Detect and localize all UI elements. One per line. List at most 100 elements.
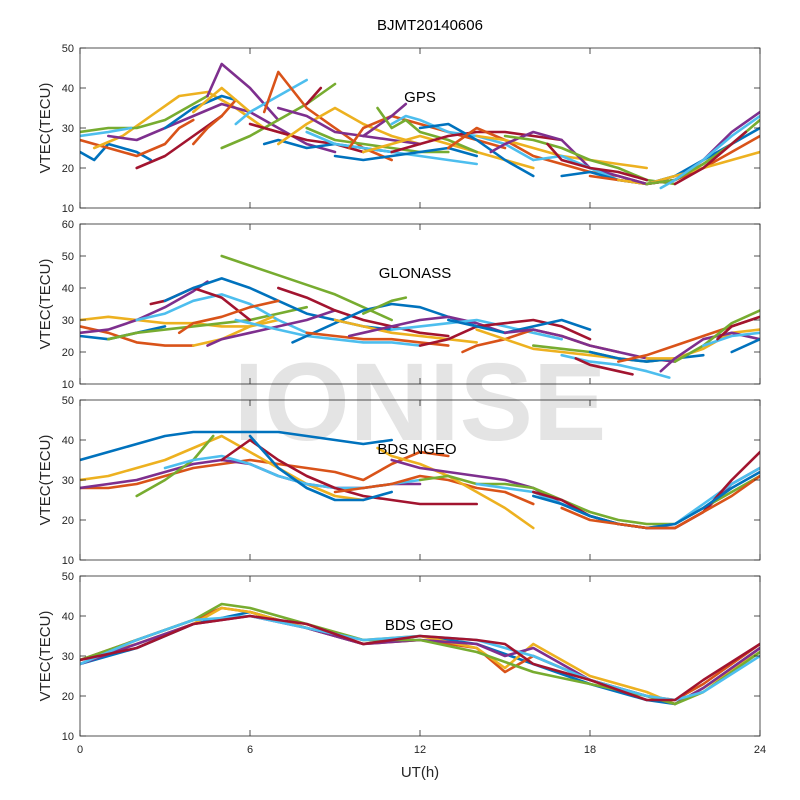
series-line-0-24	[361, 102, 408, 138]
series-line-0-25	[376, 106, 479, 154]
series-line-0-41	[673, 130, 748, 186]
y-tick-label-1-5: 60	[62, 219, 74, 231]
series-line-3-6	[80, 614, 760, 702]
y-tick-label-0-0: 10	[62, 203, 74, 215]
y-tick-label-0-1: 20	[62, 163, 74, 175]
y-tick-label-3-0: 10	[62, 731, 74, 743]
series-line-1-33	[701, 331, 760, 347]
series-line-1-6	[149, 286, 252, 322]
series-line-0-7	[163, 94, 238, 130]
series-line-0-0	[80, 142, 153, 162]
series-line-1-13	[276, 286, 450, 338]
series-line-0-9	[192, 86, 252, 114]
x-tick-label-0: 0	[77, 744, 83, 756]
x-axis-label: UT(h)	[401, 764, 439, 781]
y-tick-label-0-2: 30	[62, 123, 74, 135]
panel-name-3: BDS GEO	[385, 617, 453, 634]
y-axis-label-1: VTEC(TECU)	[37, 259, 54, 350]
y-tick-label-1-2: 30	[62, 315, 74, 327]
x-tick-label-4: 24	[754, 744, 766, 756]
series-line-1-8	[177, 299, 280, 335]
y-tick-label-2-4: 50	[62, 395, 74, 407]
series-line-1-32	[673, 309, 760, 363]
series-line-0-5	[80, 126, 133, 138]
series-line-0-6	[135, 114, 223, 170]
panel-3-series	[80, 602, 760, 706]
y-tick-label-1-0: 10	[62, 379, 74, 391]
series-line-1-20	[418, 318, 592, 347]
series-line-1-18	[361, 296, 408, 315]
panel-2-series	[80, 430, 760, 530]
panel-0: 10 20 30 40 50 VTEC(TECU) GPS	[37, 43, 761, 215]
series-line-1-23	[475, 328, 620, 360]
panel-0-series	[80, 62, 760, 190]
panel-2: 10 20 30 40 50 VTEC(TECU) BDS NGEO	[37, 395, 761, 567]
series-line-0-11	[220, 82, 337, 150]
series-line-0-4	[80, 94, 209, 134]
series-line-0-28	[418, 122, 535, 178]
series-line-2-7	[248, 434, 394, 502]
series-line-1-12	[234, 318, 422, 347]
x-tick-label-3: 18	[584, 744, 596, 756]
series-line-0-8	[192, 98, 238, 146]
series-line-0-1	[80, 118, 195, 158]
y-tick-label-2-2: 30	[62, 475, 74, 487]
y-tick-label-2-0: 10	[62, 555, 74, 567]
y-tick-label-2-1: 20	[62, 515, 74, 527]
x-tick-label-2: 12	[414, 744, 426, 756]
series-line-0-27	[390, 130, 564, 154]
series-line-1-2	[80, 315, 280, 328]
y-tick-label-1-1: 20	[62, 347, 74, 359]
panel-name-2: BDS NGEO	[377, 441, 456, 458]
series-line-0-34	[546, 142, 649, 182]
series-line-1-15	[305, 331, 450, 347]
y-tick-label-2-3: 40	[62, 435, 74, 447]
chart-title: BJMT20140606	[377, 17, 483, 34]
panel-name-0: GPS	[404, 89, 436, 106]
y-axis-label-3: VTEC(TECU)	[37, 611, 54, 702]
panel-1: 10 20 30 40 50 60 VTEC(TECU) GLONASS	[37, 219, 761, 391]
panel-1-series	[80, 254, 760, 379]
series-line-1-4	[107, 305, 309, 341]
series-line-1-21	[446, 318, 592, 335]
y-tick-label-3-1: 20	[62, 691, 74, 703]
y-tick-label-3-4: 50	[62, 571, 74, 583]
series-line-0-17	[276, 106, 422, 146]
series-line-0-16	[276, 106, 422, 146]
y-tick-label-1-4: 50	[62, 251, 74, 263]
series-line-1-27	[574, 357, 634, 376]
series-line-1-35	[730, 337, 760, 354]
series-line-1-9	[192, 315, 275, 347]
series-line-1-10	[206, 309, 337, 347]
panel-3-frame	[79, 575, 761, 737]
series-line-2-1	[80, 450, 450, 490]
y-tick-label-1-3: 40	[62, 283, 74, 295]
series-line-1-19	[390, 318, 564, 341]
series-line-2-0	[80, 430, 394, 462]
series-line-0-20	[305, 86, 323, 106]
panel-3: 10 20 30 40 50 0 6 12 18 24 VTEC(TECU) BDS GEO	[37, 571, 766, 756]
series-line-2-15	[560, 474, 760, 530]
series-line-0-2	[92, 90, 294, 150]
y-tick-label-0-3: 40	[62, 83, 74, 95]
x-tick-label-1: 6	[247, 744, 253, 756]
y-tick-label-3-2: 30	[62, 651, 74, 663]
y-axis-label-2: VTEC(TECU)	[37, 435, 54, 526]
series-line-1-5	[135, 293, 309, 335]
series-line-1-11	[220, 254, 394, 322]
panel-name-1: GLONASS	[379, 265, 452, 282]
y-tick-label-3-3: 40	[62, 611, 74, 623]
series-line-1-16	[333, 318, 479, 344]
series-line-0-40	[659, 114, 760, 190]
series-line-0-21	[333, 146, 479, 162]
series-line-3-4	[80, 602, 760, 706]
series-line-2-6	[220, 438, 479, 506]
series-line-0-13	[248, 122, 365, 154]
series-line-1-30	[645, 328, 760, 360]
y-tick-label-0-4: 50	[62, 43, 74, 55]
series-line-1-17	[347, 315, 507, 338]
series-line-1-34	[716, 315, 760, 341]
series-line-2-10	[390, 458, 760, 530]
